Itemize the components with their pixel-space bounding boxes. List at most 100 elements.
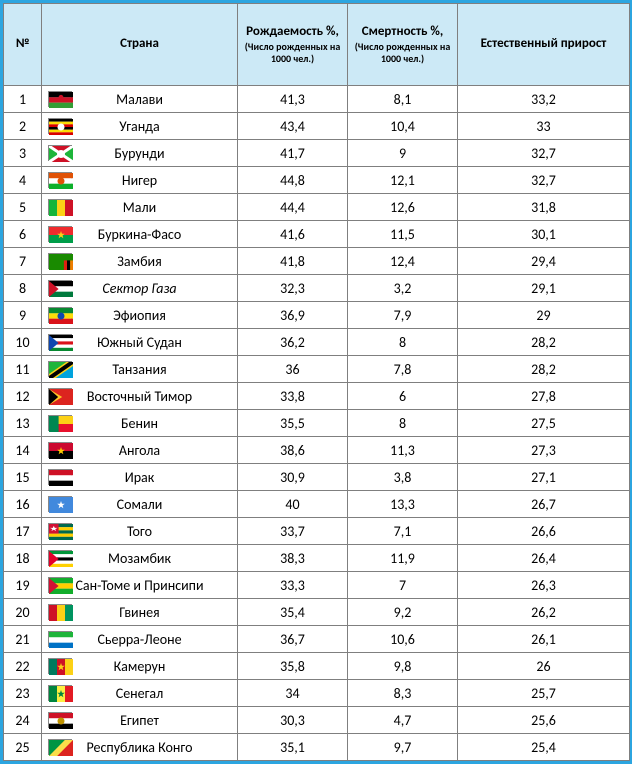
country-name: Бурунди [114, 145, 164, 162]
cell-birth: 35,5 [238, 410, 348, 437]
cell-birth: 41,3 [238, 86, 348, 113]
cell-death: 3,8 [348, 464, 458, 491]
cell-num: 15 [4, 464, 42, 491]
cell-death: 3,2 [348, 275, 458, 302]
table-row: 15 Ирак 30,9 3,8 27,1 [4, 464, 630, 491]
cell-death: 13,3 [348, 491, 458, 518]
cell-country: Замбия [42, 248, 238, 275]
header-death-main: Смертность %, [362, 24, 444, 39]
country-name: Замбия [117, 253, 161, 270]
cell-growth: 26,2 [458, 599, 630, 626]
cell-death: 11,5 [348, 221, 458, 248]
cell-country: Буркина-Фасо [42, 221, 238, 248]
cell-growth: 28,2 [458, 329, 630, 356]
cell-birth: 36 [238, 356, 348, 383]
cell-country: Малави [42, 86, 238, 113]
table-row: 12 Восточный Тимор 33,8 6 27,8 [4, 383, 630, 410]
cell-num: 10 [4, 329, 42, 356]
flag-icon [48, 334, 72, 350]
cell-death: 4,7 [348, 707, 458, 734]
cell-num: 7 [4, 248, 42, 275]
country-name: Ирак [125, 469, 155, 486]
cell-death: 7,9 [348, 302, 458, 329]
table-row: 13 Бенин 35,5 8 27,5 [4, 410, 630, 437]
country-name: Сенегал [116, 685, 164, 702]
cell-country: Того [42, 518, 238, 545]
cell-growth: 29 [458, 302, 630, 329]
cell-growth: 31,8 [458, 194, 630, 221]
cell-growth: 30,1 [458, 221, 630, 248]
cell-growth: 26,3 [458, 572, 630, 599]
cell-growth: 33 [458, 113, 630, 140]
cell-num: 1 [4, 86, 42, 113]
cell-death: 7,1 [348, 518, 458, 545]
country-name: Буркина-Фасо [98, 226, 181, 243]
table-row: 14 Ангола 38,6 11,3 27,3 [4, 437, 630, 464]
cell-death: 12,1 [348, 167, 458, 194]
flag-icon [48, 145, 72, 161]
cell-death: 9 [348, 140, 458, 167]
header-death: Смертность %, (Число рожденных на 1000 ч… [348, 4, 458, 86]
header-birth: Рождаемость %, (Число рожденных на 1000 … [238, 4, 348, 86]
header-num: № [4, 4, 42, 86]
cell-death: 7,8 [348, 356, 458, 383]
table-row: 3 Бурунди 41,7 9 32,7 [4, 140, 630, 167]
cell-country: Республика Конго [42, 734, 238, 761]
cell-num: 18 [4, 545, 42, 572]
cell-birth: 43,4 [238, 113, 348, 140]
cell-death: 10,6 [348, 626, 458, 653]
cell-birth: 41,7 [238, 140, 348, 167]
table-row: 16 Сомали 40 13,3 26,7 [4, 491, 630, 518]
cell-birth: 34 [238, 680, 348, 707]
cell-birth: 36,2 [238, 329, 348, 356]
header-country: Страна [42, 4, 238, 86]
cell-birth: 44,4 [238, 194, 348, 221]
cell-growth: 26,1 [458, 626, 630, 653]
flag-icon [48, 253, 72, 269]
table-row: 22 Камерун 35,8 9,8 26 [4, 653, 630, 680]
flag-icon [48, 685, 72, 701]
flag-icon [48, 442, 72, 458]
cell-growth: 25,6 [458, 707, 630, 734]
cell-death: 8,1 [348, 86, 458, 113]
flag-icon [48, 577, 72, 593]
cell-death: 9,8 [348, 653, 458, 680]
cell-birth: 38,6 [238, 437, 348, 464]
cell-birth: 30,9 [238, 464, 348, 491]
country-name: Бенин [121, 415, 158, 432]
cell-growth: 27,1 [458, 464, 630, 491]
header-birth-main: Рождаемость %, [246, 24, 339, 39]
flag-icon [48, 415, 72, 431]
country-name: Сектор Газа [102, 280, 176, 297]
cell-num: 21 [4, 626, 42, 653]
table-row: 9 Эфиопия 36,9 7,9 29 [4, 302, 630, 329]
cell-num: 25 [4, 734, 42, 761]
cell-growth: 32,7 [458, 167, 630, 194]
country-name: Сьерра-Леоне [97, 631, 181, 648]
cell-country: Восточный Тимор [42, 383, 238, 410]
country-name: Того [127, 523, 152, 540]
cell-birth: 33,8 [238, 383, 348, 410]
demographics-table: № Страна Рождаемость %, (Число рожденных… [3, 3, 630, 761]
cell-birth: 41,8 [238, 248, 348, 275]
cell-num: 23 [4, 680, 42, 707]
cell-birth: 33,7 [238, 518, 348, 545]
cell-death: 12,4 [348, 248, 458, 275]
header-row: № Страна Рождаемость %, (Число рожденных… [4, 4, 630, 86]
cell-country: Сан-Томе и Принсипи [42, 572, 238, 599]
cell-death: 10,4 [348, 113, 458, 140]
cell-growth: 29,1 [458, 275, 630, 302]
cell-growth: 27,5 [458, 410, 630, 437]
cell-growth: 28,2 [458, 356, 630, 383]
demographics-table-container: № Страна Рождаемость %, (Число рожденных… [0, 0, 632, 764]
flag-icon [48, 523, 72, 539]
cell-country: Египет [42, 707, 238, 734]
cell-birth: 36,7 [238, 626, 348, 653]
flag-icon [48, 388, 72, 404]
cell-death: 9,7 [348, 734, 458, 761]
table-row: 17 Того 33,7 7,1 26,6 [4, 518, 630, 545]
flag-icon [48, 118, 72, 134]
country-name: Уганда [119, 118, 159, 135]
cell-death: 8,3 [348, 680, 458, 707]
cell-birth: 41,6 [238, 221, 348, 248]
